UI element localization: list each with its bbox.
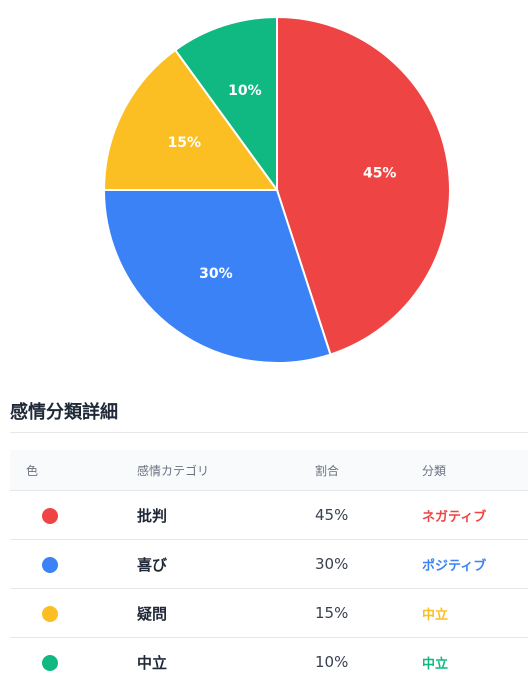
pie-slice-0 [276, 15, 452, 356]
table-row: 喜び 30% ポジティブ [10, 539, 528, 589]
ratio-value: 10% [315, 653, 349, 671]
pie-slice-label-0: 45% [363, 166, 397, 182]
color-dot [42, 507, 58, 524]
section-divider [10, 432, 528, 433]
pie-slice-label-2: 15% [168, 135, 202, 151]
category-name: 疑問 [137, 604, 168, 623]
header-ratio: 割合 [315, 450, 422, 491]
classification-label: 中立 [422, 607, 449, 623]
table-header-row: 色 感情カテゴリ 割合 分類 [10, 450, 528, 491]
category-name: 喜び [137, 555, 168, 574]
category-name: 中立 [137, 653, 168, 672]
pie-slice-label-3: 10% [228, 83, 262, 99]
color-dot [42, 654, 58, 671]
emotion-table: 色 感情カテゴリ 割合 分類 批判 45% ネガティブ 喜び 30% ポジティブ… [10, 450, 528, 686]
pie-chart-svg: 45% 30% 15% 10% [102, 15, 452, 364]
table-row: 批判 45% ネガティブ [10, 490, 528, 540]
header-category: 感情カテゴリ [137, 450, 315, 491]
category-name: 批判 [137, 506, 168, 525]
header-color: 色 [10, 450, 137, 491]
header-classification: 分類 [422, 450, 528, 491]
classification-label: ネガティブ [422, 509, 487, 525]
ratio-value: 45% [315, 506, 349, 524]
pie-slice-1 [102, 189, 332, 364]
pie-slices [102, 15, 452, 364]
table-row: 疑問 15% 中立 [10, 588, 528, 638]
pie-slice-3 [173, 15, 278, 194]
pie-slice-label-1: 30% [199, 266, 233, 282]
ratio-value: 15% [315, 604, 349, 622]
classification-label: 中立 [422, 656, 449, 672]
pie-slice-2 [102, 48, 279, 191]
ratio-value: 30% [315, 555, 349, 573]
color-dot [42, 556, 58, 573]
classification-label: ポジティブ [422, 558, 487, 574]
color-dot [42, 605, 58, 622]
pie-chart: 45% 30% 15% 10% [102, 15, 452, 364]
pie-labels: 45% 30% 15% 10% [168, 83, 397, 282]
table-row: 中立 10% 中立 [10, 638, 528, 687]
section-title: 感情分類詳細 [10, 402, 118, 423]
